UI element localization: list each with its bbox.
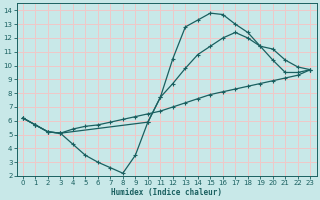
X-axis label: Humidex (Indice chaleur): Humidex (Indice chaleur) [111, 188, 222, 197]
